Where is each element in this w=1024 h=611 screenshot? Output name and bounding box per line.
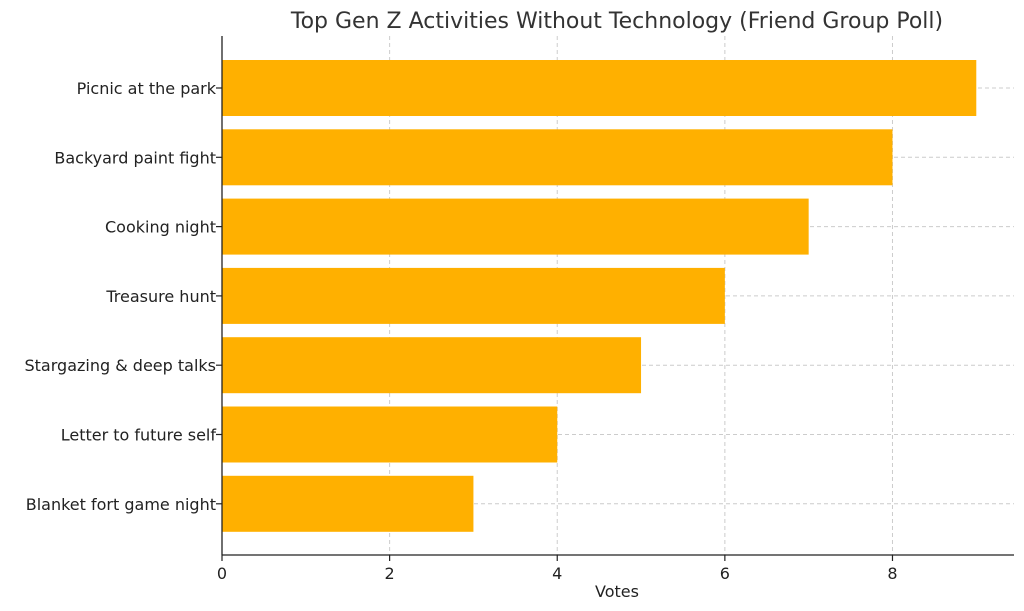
x-tick-label: 2 — [385, 564, 395, 583]
bars — [222, 60, 977, 532]
x-tick-label: 4 — [552, 564, 562, 583]
x-tick-label: 0 — [217, 564, 227, 583]
category-label: Backyard paint fight — [54, 148, 216, 167]
bar — [222, 337, 642, 394]
x-axis-label: Votes — [595, 582, 639, 601]
x-tick-label: 6 — [720, 564, 730, 583]
bar — [222, 198, 809, 255]
category-labels: Picnic at the park Backyard paint fight Co… — [25, 79, 217, 514]
category-label: Letter to future self — [61, 426, 217, 445]
category-label: Blanket fort game night — [26, 495, 216, 514]
bar — [222, 129, 893, 186]
bar — [222, 267, 725, 324]
chart-title: Top Gen Z Activities Without Technology … — [290, 9, 943, 34]
axes — [216, 36, 1014, 561]
bar — [222, 60, 977, 116]
category-label: Picnic at the park — [77, 79, 217, 98]
x-tick-labels: 0 2 4 6 8 — [217, 564, 898, 583]
category-label: Stargazing & deep talks — [25, 356, 217, 375]
bar — [222, 406, 558, 463]
category-label: Cooking night — [105, 218, 216, 237]
category-label: Treasure hunt — [105, 287, 216, 306]
bar — [222, 475, 474, 532]
x-tick-label: 8 — [887, 564, 897, 583]
